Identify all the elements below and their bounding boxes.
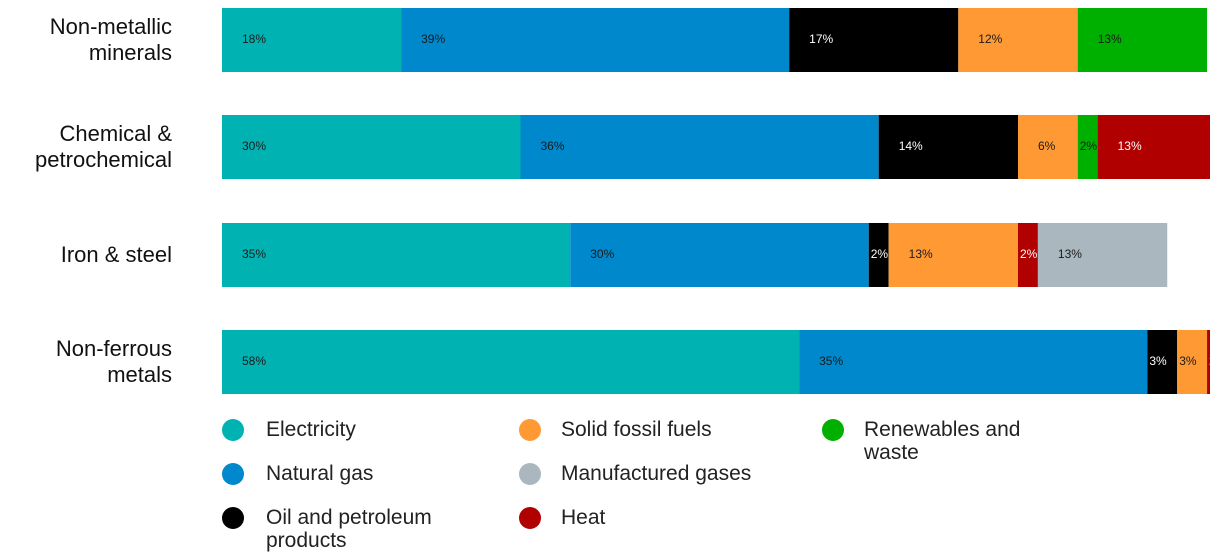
bar-segment	[789, 8, 959, 72]
legend-label: Electricity	[266, 418, 356, 441]
bar-segment	[222, 115, 521, 179]
category-label: Chemical & petrochemical	[35, 121, 172, 172]
bar-segment	[222, 330, 800, 394]
data-label: 30%	[590, 247, 614, 261]
legend-marker	[222, 419, 244, 441]
bar-segment	[1018, 223, 1038, 287]
data-label: 14%	[899, 139, 923, 153]
bar-segment	[520, 115, 879, 179]
data-label: 58%	[242, 354, 266, 368]
data-label: 36%	[541, 139, 565, 153]
category-label: Iron & steel	[60, 242, 172, 267]
bar-segment	[1037, 223, 1168, 287]
bar-segment	[401, 8, 790, 72]
data-label: 6%	[1038, 139, 1056, 153]
data-label: 2%	[1080, 139, 1098, 153]
data-label: 35%	[242, 247, 266, 261]
legend-label: Oil and petroleum products	[266, 506, 432, 552]
data-label: 18%	[242, 32, 266, 46]
bar-segment	[888, 223, 1018, 287]
category-label: Non-metallic minerals	[49, 14, 172, 65]
bar-segment	[878, 115, 1018, 179]
legend-label: Manufactured gases	[561, 462, 752, 485]
bar-segment	[1077, 8, 1208, 72]
bar-segment	[1097, 115, 1210, 179]
bar-segment	[570, 223, 869, 287]
data-label: 13%	[1058, 247, 1082, 261]
bar-segment	[958, 8, 1078, 72]
bar-segment	[799, 330, 1148, 394]
legend-marker	[519, 419, 541, 441]
legend-marker	[222, 507, 244, 529]
data-label: 39%	[421, 32, 445, 46]
data-label: 3%	[1149, 354, 1167, 368]
data-label: 2%	[1020, 247, 1038, 261]
bar-segment	[868, 223, 889, 287]
legend-marker	[519, 507, 541, 529]
bar-segment	[1147, 330, 1178, 394]
bar-segment	[222, 8, 402, 72]
data-label: 35%	[819, 354, 843, 368]
bar-segment	[1177, 330, 1208, 394]
legend-label: Renewables and waste	[864, 418, 1021, 464]
data-label: 3%	[1179, 354, 1197, 368]
category-label: Non-ferrous metals	[55, 336, 172, 387]
data-label: 13%	[909, 247, 933, 261]
data-label: 17%	[809, 32, 833, 46]
legend-label: Solid fossil fuels	[561, 418, 712, 441]
data-label: 13%	[1098, 32, 1122, 46]
bar-segment	[1018, 115, 1078, 179]
bar-segment	[222, 223, 571, 287]
legend-label: Heat	[561, 506, 606, 529]
data-label: 12%	[978, 32, 1002, 46]
legend-marker	[222, 463, 244, 485]
bar-segment	[1077, 115, 1098, 179]
data-label: 2%	[871, 247, 889, 261]
legend-marker	[519, 463, 541, 485]
bar-segment	[1207, 330, 1210, 394]
data-label: 30%	[242, 139, 266, 153]
legend-label: Natural gas	[266, 462, 374, 485]
data-label: 13%	[1118, 139, 1142, 153]
legend-marker	[822, 419, 844, 441]
